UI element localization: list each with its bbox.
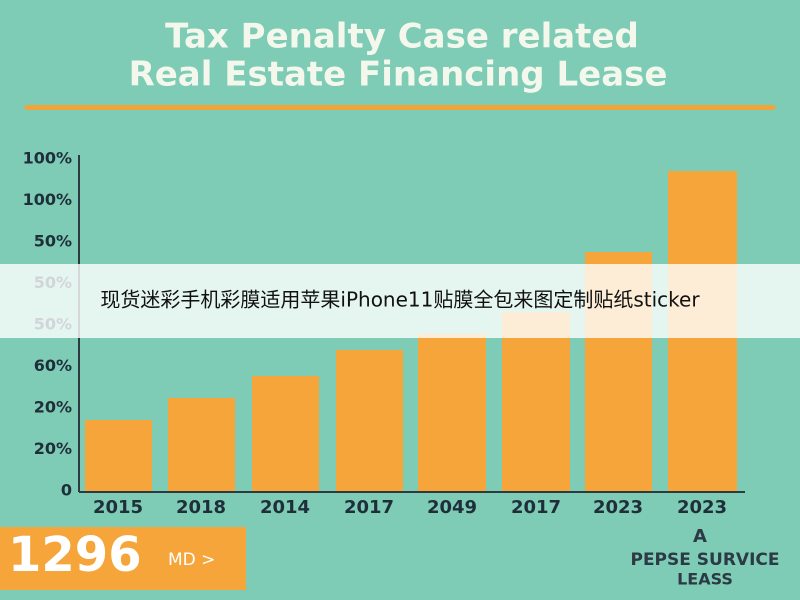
y-axis-label: 50% xyxy=(34,232,72,251)
corner-text: PEPSE SURVICE xyxy=(630,550,779,570)
y-axis-label: 0 xyxy=(61,481,72,500)
x-axis-label: 2017 xyxy=(511,497,561,518)
badge xyxy=(0,527,246,590)
bar xyxy=(418,334,486,492)
bar xyxy=(168,398,235,492)
bar xyxy=(502,312,570,492)
x-axis-label: 2018 xyxy=(176,497,226,518)
y-axis-label: 20% xyxy=(34,439,72,458)
title-rule xyxy=(25,105,775,110)
y-axis-label: 60% xyxy=(34,356,72,375)
x-axis-label: 2014 xyxy=(260,497,310,518)
x-axis-labels: 2015 2018 2014 2017 2049 2017 2023 2023 xyxy=(93,497,727,518)
title-line: Tax Penalty Case related xyxy=(165,17,639,57)
bar xyxy=(336,350,403,492)
x-axis-label: 2023 xyxy=(677,497,727,518)
banner xyxy=(0,264,800,338)
y-axis-label: 100% xyxy=(23,149,72,168)
bar xyxy=(252,376,319,492)
title-line: Real Estate Financing Lease xyxy=(129,55,668,95)
corner-text: LEASS xyxy=(677,570,733,589)
bar xyxy=(85,420,152,492)
x-axis-label: 2015 xyxy=(93,497,143,518)
y-axis-label: 20% xyxy=(34,398,72,417)
badge-number: 1296 xyxy=(8,527,142,583)
banner-text: 现货迷彩手机彩膜适用苹果iPhone11贴膜全包来图定制贴纸sticker xyxy=(100,288,700,312)
badge-unit: MD > xyxy=(168,550,215,570)
x-axis-label: 2017 xyxy=(344,497,394,518)
x-axis-label: 2023 xyxy=(593,497,643,518)
x-axis-label: 2049 xyxy=(427,497,477,518)
y-axis-label: 100% xyxy=(23,190,72,209)
corner-text: A xyxy=(693,526,707,547)
